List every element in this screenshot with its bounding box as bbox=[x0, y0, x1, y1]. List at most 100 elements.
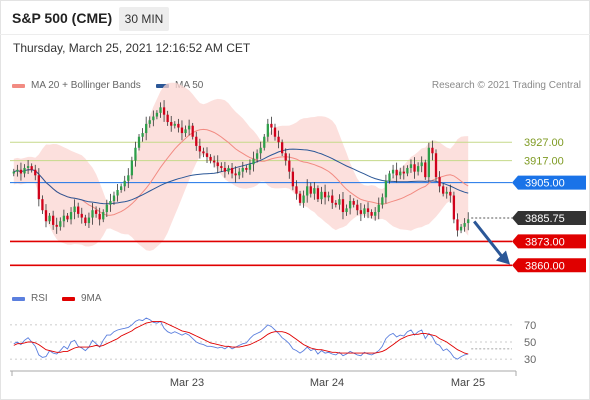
candle-body bbox=[438, 177, 441, 187]
candle-body bbox=[94, 210, 98, 214]
level-tag-3873-00 bbox=[512, 234, 586, 249]
rsi-ma-legend-label: 9MA bbox=[81, 293, 102, 304]
candle-body bbox=[77, 206, 80, 214]
candle-body bbox=[363, 208, 366, 214]
instrument-title: S&P 500 (CME) bbox=[12, 10, 113, 26]
research-credit: Research © 2021 Trading Central bbox=[431, 80, 581, 91]
candle-body bbox=[334, 202, 337, 205]
candle-body bbox=[463, 223, 466, 227]
candle-body bbox=[166, 114, 169, 123]
candle-body bbox=[162, 107, 166, 115]
ma50-line bbox=[13, 148, 469, 205]
candle-body bbox=[34, 169, 37, 176]
candle-body bbox=[409, 164, 413, 168]
candle-body bbox=[91, 210, 94, 218]
level-tag-3860-00 bbox=[512, 258, 586, 273]
candle-body bbox=[356, 204, 359, 211]
legend-rsi-ma: 9MA bbox=[62, 293, 102, 304]
candle-body bbox=[245, 167, 248, 170]
candle-body bbox=[209, 156, 212, 161]
candle-body bbox=[395, 169, 398, 176]
candle-body bbox=[87, 217, 91, 224]
bollinger-band-area bbox=[13, 82, 469, 251]
candle-body bbox=[159, 107, 162, 113]
ma20-line bbox=[13, 128, 469, 216]
candle-body bbox=[30, 166, 33, 170]
candle-body bbox=[84, 217, 87, 224]
candle-body bbox=[459, 226, 463, 231]
x-tick-label: Mar 24 bbox=[310, 377, 344, 389]
x-tick-label: Mar 25 bbox=[451, 377, 485, 389]
candle-body bbox=[220, 166, 223, 168]
candle-body bbox=[295, 186, 298, 194]
candle-body bbox=[216, 162, 219, 167]
candle-body bbox=[37, 175, 40, 200]
candle-body bbox=[16, 169, 19, 172]
candle-body bbox=[12, 171, 15, 174]
rsi-ma-swatch bbox=[62, 296, 75, 301]
candle-body bbox=[248, 164, 252, 170]
x-tick-label: Mar 23 bbox=[170, 377, 204, 389]
candle-body bbox=[173, 123, 176, 126]
candle-body bbox=[366, 208, 370, 213]
candle-body bbox=[467, 219, 470, 224]
candle-body bbox=[123, 180, 126, 187]
candle-body bbox=[223, 167, 227, 172]
level-label-3905-00: 3905.00 bbox=[525, 178, 565, 190]
candle-body bbox=[69, 212, 73, 220]
candle-body bbox=[298, 193, 302, 203]
candle-body bbox=[259, 147, 262, 154]
candle-body bbox=[55, 224, 58, 227]
legend-ma20: MA 20 + Bollinger Bands bbox=[12, 80, 141, 91]
candle-body bbox=[73, 206, 76, 213]
candle-body bbox=[277, 136, 280, 143]
candle-body bbox=[187, 125, 191, 130]
candle-body bbox=[320, 191, 323, 200]
level-tag-3885-75 bbox=[512, 211, 586, 226]
candle-body bbox=[59, 221, 62, 227]
candle-body bbox=[119, 186, 123, 190]
candle-body bbox=[388, 173, 391, 181]
candle-body bbox=[23, 167, 26, 174]
candle-body bbox=[227, 167, 230, 172]
candle-body bbox=[345, 208, 348, 213]
candle-body bbox=[309, 186, 312, 194]
candle-body bbox=[130, 160, 134, 176]
candle-body bbox=[263, 136, 266, 148]
datetime-label: Thursday, March 25, 2021 12:16:52 AM CET bbox=[13, 41, 251, 55]
candle-body bbox=[198, 145, 201, 152]
candle-body bbox=[66, 215, 69, 220]
candle-body bbox=[170, 122, 173, 126]
level-label-3917-00: 3917.00 bbox=[524, 156, 564, 168]
candle-body bbox=[44, 210, 48, 222]
legend-ma50: MA 50 bbox=[156, 80, 203, 91]
interval-badge[interactable]: 30 MIN bbox=[119, 7, 169, 31]
candle-body bbox=[134, 147, 137, 161]
candle-body bbox=[338, 199, 341, 205]
rsi-tick-70: 70 bbox=[524, 320, 536, 332]
candle-body bbox=[255, 153, 259, 159]
candle-body bbox=[302, 195, 305, 203]
candle-body bbox=[112, 195, 116, 202]
candle-body bbox=[127, 175, 130, 181]
forecast-arrow-head bbox=[496, 250, 510, 265]
candle-body bbox=[141, 133, 144, 137]
candle-body bbox=[155, 112, 159, 117]
candle-body bbox=[205, 153, 209, 157]
candle-body bbox=[288, 160, 291, 172]
candle-body bbox=[213, 160, 216, 163]
candle-body bbox=[105, 204, 108, 213]
candle-body bbox=[191, 125, 194, 137]
level-label-3860-00: 3860.00 bbox=[525, 260, 565, 272]
candle-body bbox=[327, 195, 330, 198]
candle-body bbox=[62, 215, 66, 222]
candle-body bbox=[431, 147, 434, 154]
candle-body bbox=[137, 136, 141, 148]
rsi-tick-50: 50 bbox=[524, 337, 536, 349]
candle-body bbox=[252, 158, 255, 165]
candle-body bbox=[391, 169, 395, 174]
candle-body bbox=[184, 129, 187, 134]
rsi-legend-label: RSI bbox=[31, 293, 48, 304]
candle-body bbox=[180, 127, 184, 134]
